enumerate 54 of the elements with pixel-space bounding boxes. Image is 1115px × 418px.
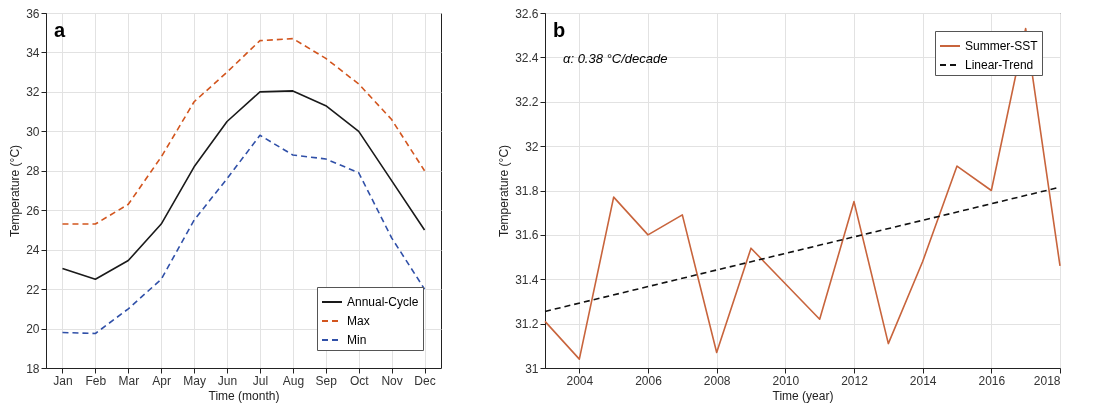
line-series bbox=[61, 134, 426, 335]
y-tick-label: 22 bbox=[26, 282, 40, 297]
y-tick-label: 26 bbox=[26, 203, 40, 218]
y-tick-label: 31.6 bbox=[515, 228, 539, 243]
annotation: α: 0.38 °C/decade bbox=[563, 51, 668, 66]
x-tick-label: Jul bbox=[252, 373, 269, 388]
x-tick-label: Mar bbox=[118, 373, 140, 388]
x-tick-label: May bbox=[183, 373, 206, 388]
y-tick-label: 32.6 bbox=[515, 6, 539, 21]
x-tick-label: Sep bbox=[315, 373, 338, 388]
y-tick-label: 28 bbox=[26, 164, 40, 179]
legend-label: Min bbox=[347, 333, 367, 347]
chart-title: b bbox=[553, 19, 566, 41]
x-tick-label: 2018 bbox=[1033, 373, 1061, 388]
line-series bbox=[61, 37, 426, 225]
y-axis-title: Temperature (°C) bbox=[497, 144, 512, 238]
x-tick-label: Nov bbox=[381, 373, 403, 388]
x-tick-label: Feb bbox=[85, 373, 107, 388]
y-tick-label: 32.2 bbox=[515, 95, 539, 110]
y-tick-label: 31.2 bbox=[515, 317, 539, 332]
y-tick-label: 18 bbox=[26, 361, 40, 376]
legend-label: Max bbox=[347, 314, 370, 328]
y-axis-title: Temperature (°C) bbox=[8, 144, 23, 238]
y-tick-label: 34 bbox=[26, 45, 40, 60]
y-tick-label: 31.8 bbox=[515, 184, 539, 198]
y-tick-label: 20 bbox=[26, 322, 40, 337]
x-axis-title: Time (year) bbox=[772, 388, 834, 403]
x-tick-label: 2008 bbox=[703, 373, 731, 388]
x-tick-label: Dec bbox=[414, 373, 436, 388]
x-tick-label: Jun bbox=[217, 373, 238, 388]
y-tick-label: 31 bbox=[525, 361, 539, 376]
x-tick-label: Jan bbox=[53, 373, 73, 388]
x-tick-label: 2012 bbox=[841, 373, 869, 388]
x-tick-label: 2006 bbox=[635, 373, 663, 388]
y-tick-label: 32.4 bbox=[515, 50, 539, 65]
y-tick-label: 32 bbox=[26, 85, 40, 100]
x-tick-label: 2010 bbox=[772, 373, 800, 388]
legend-label: Summer-SST bbox=[965, 39, 1039, 53]
legend-label: Annual-Cycle bbox=[347, 295, 419, 309]
x-tick-label: 2004 bbox=[566, 373, 594, 388]
y-tick-label: 30 bbox=[26, 124, 40, 139]
x-tick-label: 2016 bbox=[978, 373, 1006, 388]
chart-title: a bbox=[54, 19, 66, 41]
y-tick-label: 32 bbox=[525, 139, 539, 154]
x-tick-label: Aug bbox=[282, 373, 305, 388]
x-tick-label: Oct bbox=[349, 373, 370, 388]
y-tick-label: 31.4 bbox=[515, 272, 539, 287]
y-tick-label: 36 bbox=[26, 6, 40, 21]
x-tick-label: Apr bbox=[152, 373, 172, 388]
y-tick-label: 24 bbox=[26, 243, 40, 258]
line-series bbox=[61, 90, 426, 281]
x-axis-title: Time (month) bbox=[208, 388, 280, 403]
x-tick-label: 2014 bbox=[909, 373, 937, 388]
legend-label: Linear-Trend bbox=[965, 58, 1034, 72]
